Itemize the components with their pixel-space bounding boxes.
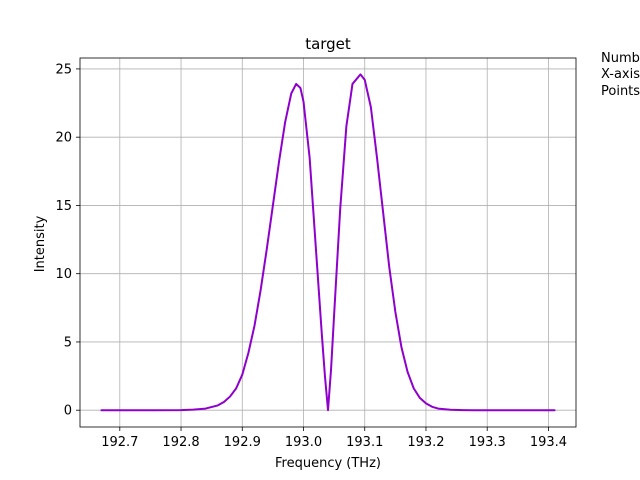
x-tick-label: 192.8 bbox=[162, 435, 199, 450]
x-axis-label: Frequency (THz) bbox=[275, 456, 381, 471]
ticks: 192.7 192.8 192.9 193.0 193.1 193.2 193.3 193.4… bbox=[55, 62, 567, 450]
plot-frame bbox=[79, 57, 577, 428]
chart-title: target bbox=[305, 35, 351, 53]
x-tick-label: 192.9 bbox=[224, 435, 261, 450]
side-note-line-1: Numb bbox=[601, 51, 640, 66]
x-tick-label: 193.1 bbox=[346, 435, 383, 450]
y-tick-label: 5 bbox=[64, 335, 72, 350]
y-tick-label: 20 bbox=[55, 131, 72, 146]
y-axis-label: Intensity bbox=[33, 215, 48, 272]
x-tick-label: 193.4 bbox=[530, 435, 567, 450]
x-tick-label: 192.7 bbox=[101, 435, 138, 450]
y-tick-label: 10 bbox=[55, 267, 72, 282]
x-tick-label: 193.2 bbox=[407, 435, 444, 450]
y-tick-label: 0 bbox=[64, 404, 72, 419]
y-tick-label: 25 bbox=[55, 62, 72, 77]
side-note-line-3: Points bbox=[601, 84, 640, 99]
series-layer bbox=[100, 73, 556, 412]
series-line bbox=[100, 73, 556, 412]
x-tick-label: 193.0 bbox=[285, 435, 322, 450]
x-tick-label: 193.3 bbox=[469, 435, 506, 450]
grid bbox=[80, 58, 576, 427]
y-tick-label: 15 bbox=[55, 199, 72, 214]
side-note-line-2: X-axis bbox=[601, 67, 640, 82]
